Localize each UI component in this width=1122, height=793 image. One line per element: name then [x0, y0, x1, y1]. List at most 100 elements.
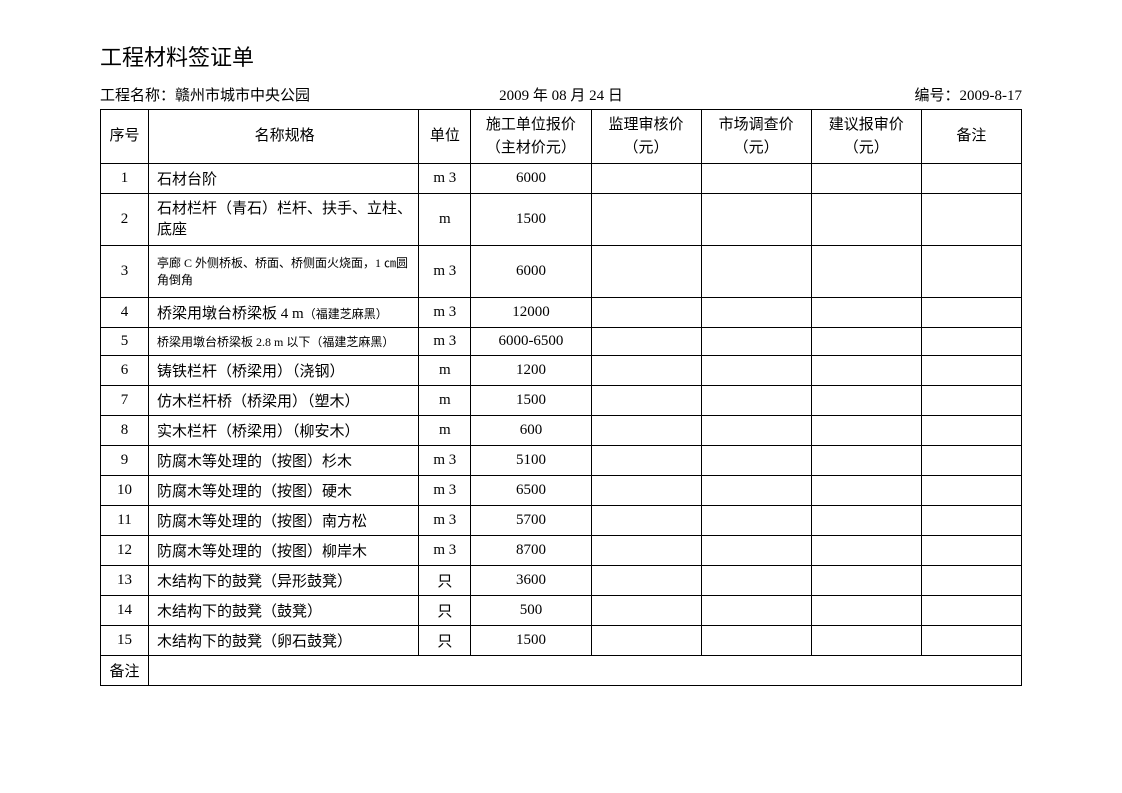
col-seq: 序号	[101, 110, 149, 164]
cell-audit	[591, 194, 701, 246]
cell-seq: 9	[101, 446, 149, 476]
cell-suggest	[811, 596, 921, 626]
cell-price: 3600	[471, 566, 591, 596]
cell-name: 亭廊 C 外侧桥板、桥面、桥侧面火烧面，1 ㎝圆角倒角	[149, 246, 419, 298]
cell-remark	[921, 566, 1021, 596]
cell-name: 防腐木等处理的（按图）南方松	[149, 506, 419, 536]
cell-seq: 13	[101, 566, 149, 596]
cell-unit: m 3	[419, 446, 471, 476]
cell-audit	[591, 476, 701, 506]
footer-row: 备注	[101, 656, 1022, 686]
cell-suggest	[811, 356, 921, 386]
cell-audit	[591, 626, 701, 656]
table-row: 3亭廊 C 外侧桥板、桥面、桥侧面火烧面，1 ㎝圆角倒角m 36000	[101, 246, 1022, 298]
cell-audit	[591, 164, 701, 194]
table-row: 11防腐木等处理的（按图）南方松m 35700	[101, 506, 1022, 536]
cell-suggest	[811, 246, 921, 298]
cell-market	[701, 298, 811, 328]
table-row: 13木结构下的鼓凳（异形鼓凳）只3600	[101, 566, 1022, 596]
cell-market	[701, 596, 811, 626]
cell-market	[701, 164, 811, 194]
cell-remark	[921, 416, 1021, 446]
cell-unit: m	[419, 416, 471, 446]
cell-seq: 3	[101, 246, 149, 298]
table-row: 2石材栏杆（青石）栏杆、扶手、立柱、底座m1500	[101, 194, 1022, 246]
col-suggest: 建议报审价 （元）	[811, 110, 921, 164]
cell-seq: 10	[101, 476, 149, 506]
cell-remark	[921, 298, 1021, 328]
cell-seq: 7	[101, 386, 149, 416]
cell-suggest	[811, 386, 921, 416]
cell-suggest	[811, 536, 921, 566]
footer-label: 备注	[101, 656, 149, 686]
cell-price: 8700	[471, 536, 591, 566]
cell-seq: 1	[101, 164, 149, 194]
table-row: 1石材台阶m 36000	[101, 164, 1022, 194]
cell-price: 1500	[471, 386, 591, 416]
cell-audit	[591, 566, 701, 596]
document-code: 编号：2009-8-17	[715, 84, 1022, 105]
table-row: 10防腐木等处理的（按图）硬木m 36500	[101, 476, 1022, 506]
cell-remark	[921, 386, 1021, 416]
materials-table: 序号 名称规格 单位 施工单位报价 （主材价元） 监理审核价 （元） 市场调查价…	[100, 109, 1022, 686]
cell-remark	[921, 356, 1021, 386]
header-info: 工程名称：赣州市城市中央公园 2009 年 08 月 24 日 编号：2009-…	[100, 84, 1022, 105]
cell-suggest	[811, 328, 921, 356]
cell-remark	[921, 596, 1021, 626]
cell-name: 桥梁用墩台桥梁板 4 m（福建芝麻黑）	[149, 298, 419, 328]
table-row: 14木结构下的鼓凳（鼓凳）只500	[101, 596, 1022, 626]
cell-market	[701, 356, 811, 386]
cell-unit: m 3	[419, 328, 471, 356]
col-audit: 监理审核价 （元）	[591, 110, 701, 164]
cell-price: 600	[471, 416, 591, 446]
cell-price: 1200	[471, 356, 591, 386]
cell-remark	[921, 194, 1021, 246]
cell-name: 桥梁用墩台桥梁板 2.8 m 以下（福建芝麻黑）	[149, 328, 419, 356]
cell-price: 6000	[471, 246, 591, 298]
col-unit: 单位	[419, 110, 471, 164]
cell-name: 实木栏杆（桥梁用）（柳安木）	[149, 416, 419, 446]
cell-seq: 11	[101, 506, 149, 536]
cell-unit: 只	[419, 596, 471, 626]
cell-audit	[591, 416, 701, 446]
cell-unit: 只	[419, 626, 471, 656]
cell-market	[701, 194, 811, 246]
cell-price: 5700	[471, 506, 591, 536]
cell-remark	[921, 164, 1021, 194]
cell-unit: m	[419, 356, 471, 386]
cell-name: 仿木栏杆桥（桥梁用）（塑木）	[149, 386, 419, 416]
cell-suggest	[811, 476, 921, 506]
table-row: 7仿木栏杆桥（桥梁用）（塑木）m1500	[101, 386, 1022, 416]
cell-seq: 4	[101, 298, 149, 328]
table-row: 9防腐木等处理的（按图）杉木m 35100	[101, 446, 1022, 476]
cell-audit	[591, 596, 701, 626]
cell-remark	[921, 246, 1021, 298]
cell-market	[701, 536, 811, 566]
cell-unit: m 3	[419, 246, 471, 298]
cell-remark	[921, 476, 1021, 506]
cell-suggest	[811, 446, 921, 476]
table-row: 5桥梁用墩台桥梁板 2.8 m 以下（福建芝麻黑）m 36000-6500	[101, 328, 1022, 356]
cell-suggest	[811, 626, 921, 656]
cell-price: 6000-6500	[471, 328, 591, 356]
cell-audit	[591, 246, 701, 298]
footer-content	[149, 656, 1022, 686]
cell-price: 12000	[471, 298, 591, 328]
cell-name: 防腐木等处理的（按图）硬木	[149, 476, 419, 506]
cell-remark	[921, 626, 1021, 656]
cell-seq: 6	[101, 356, 149, 386]
cell-price: 500	[471, 596, 591, 626]
cell-unit: m 3	[419, 164, 471, 194]
cell-audit	[591, 298, 701, 328]
cell-name: 防腐木等处理的（按图）柳岸木	[149, 536, 419, 566]
cell-suggest	[811, 298, 921, 328]
cell-price: 6000	[471, 164, 591, 194]
col-remark: 备注	[921, 110, 1021, 164]
cell-seq: 12	[101, 536, 149, 566]
cell-market	[701, 246, 811, 298]
header-row: 序号 名称规格 单位 施工单位报价 （主材价元） 监理审核价 （元） 市场调查价…	[101, 110, 1022, 164]
cell-name: 防腐木等处理的（按图）杉木	[149, 446, 419, 476]
cell-name: 木结构下的鼓凳（卵石鼓凳）	[149, 626, 419, 656]
cell-seq: 14	[101, 596, 149, 626]
cell-market	[701, 416, 811, 446]
